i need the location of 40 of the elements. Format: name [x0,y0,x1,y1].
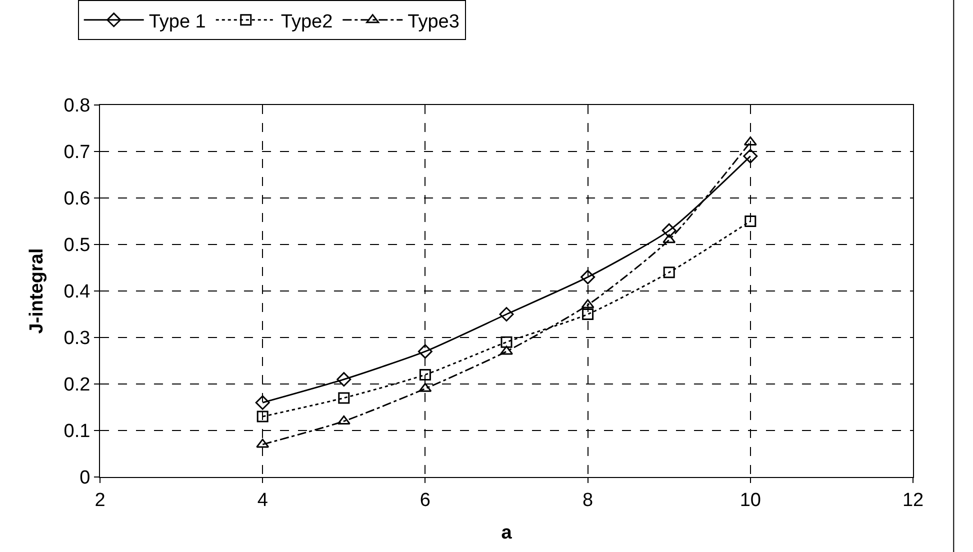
x-tick-label: 8 [582,490,594,511]
point [255,395,270,410]
legend-label: Type 1 [148,11,206,32]
point [500,336,512,348]
x-tick-label: 12 [902,490,924,511]
x-tick-label: 4 [257,490,268,511]
x-tick-label: 10 [740,490,761,511]
legend-label: Type3 [408,11,460,32]
y-tick-label: 0.6 [64,188,90,210]
point [256,410,268,422]
point [499,307,514,322]
point [581,299,594,308]
point [662,223,676,238]
point [580,270,596,284]
y-tick-label: 0.5 [64,235,90,256]
point [744,216,756,227]
x-tick-label: 6 [420,490,430,511]
y-axis-title: J-integral [26,248,48,334]
legend-label: Type2 [280,11,333,32]
y-tick-label: 0.1 [64,421,90,442]
point [418,382,432,392]
point [744,136,757,146]
point [743,148,758,164]
y-tick-label: 0.8 [64,96,90,117]
y-tick-label: 0.3 [64,328,90,350]
y-tick-label: 0.4 [64,282,91,303]
point [582,308,594,320]
x-axis-title: a [501,522,512,544]
y-tick-label: 0.2 [64,374,90,396]
point [337,415,350,424]
point [418,344,432,359]
y-tick-label: 0 [80,468,90,489]
point [419,368,431,380]
point [256,438,270,448]
x-tick-label: 2 [94,490,106,511]
y-tick-label: 0.7 [64,142,90,164]
point [663,266,675,278]
point [662,234,676,244]
point [338,392,350,404]
point [336,372,352,387]
